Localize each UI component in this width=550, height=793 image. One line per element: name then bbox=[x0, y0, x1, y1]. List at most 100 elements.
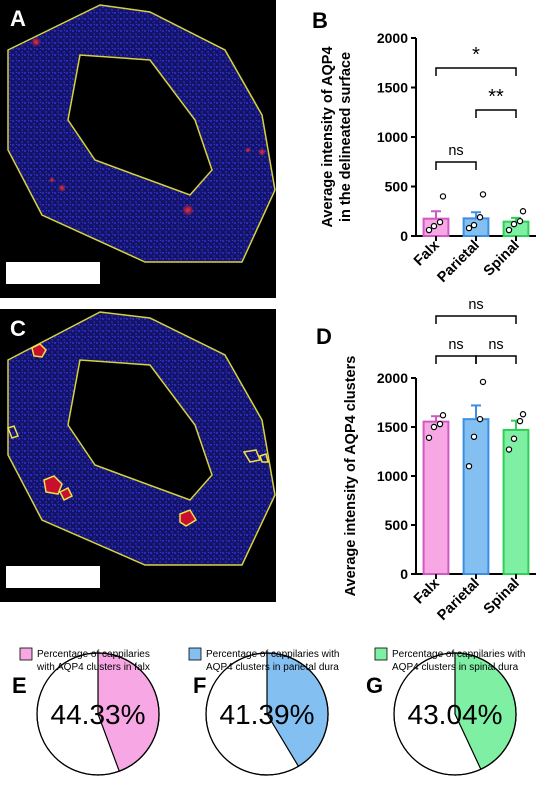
pie-value-label: 41.39% bbox=[220, 699, 315, 730]
data-point bbox=[510, 220, 518, 228]
data-point bbox=[430, 222, 438, 230]
data-point bbox=[476, 415, 484, 423]
cluster-outline bbox=[259, 453, 269, 463]
significance-bracket bbox=[435, 355, 477, 364]
legend-text: Percentage of cappilaries with bbox=[206, 649, 339, 660]
chart-b: 0 500 1000 1500 2000 Average intensity of AQP… bbox=[320, 30, 536, 286]
y-tick-label: 500 bbox=[385, 517, 409, 533]
significance-label: ns bbox=[448, 143, 463, 159]
data-point bbox=[510, 435, 518, 442]
x-tick-label: Spinal bbox=[481, 576, 523, 618]
data-point bbox=[425, 434, 433, 441]
data-point bbox=[516, 417, 524, 425]
significance-bracket bbox=[435, 67, 517, 76]
data-point bbox=[439, 412, 447, 419]
x-tick-label: Falx bbox=[411, 576, 443, 608]
legend-swatch bbox=[19, 647, 33, 661]
panel-letter-d: D bbox=[316, 324, 332, 349]
data-point bbox=[465, 463, 473, 470]
y-tick-label: 0 bbox=[400, 566, 408, 582]
legend-text: AQP4 clusters in parietal dura bbox=[206, 662, 339, 673]
data-point bbox=[465, 224, 473, 232]
significance-label: ns bbox=[468, 297, 483, 313]
data-point bbox=[505, 226, 513, 234]
significance-bracket bbox=[475, 355, 517, 364]
micrograph-a: A bbox=[0, 0, 276, 298]
significance-bracket bbox=[435, 161, 477, 170]
pie-f: 41.39% Percentage of cappilaries with AQP4… bbox=[188, 647, 339, 776]
y-tick-label: 500 bbox=[385, 179, 409, 195]
scale-bar-a bbox=[6, 262, 100, 284]
data-point bbox=[436, 218, 444, 226]
legend-text: Percentage of cappilaries with bbox=[392, 649, 525, 660]
y-axis-label: Average intensity of AQP4 bbox=[320, 46, 336, 227]
pie-e: 44.33% Percentage of cappilaries with AQP4… bbox=[19, 647, 160, 776]
data-point bbox=[436, 420, 444, 428]
y-tick-label: 2000 bbox=[377, 370, 408, 386]
panel-letter-e: E bbox=[12, 673, 27, 698]
panel-letter-b: B bbox=[312, 8, 328, 33]
significance-label: ** bbox=[488, 86, 504, 108]
legend-text: with AQP4 clusters in falx bbox=[36, 662, 150, 673]
pie-outline bbox=[205, 652, 329, 776]
pie-outline bbox=[393, 652, 517, 776]
y-tick-label: 1500 bbox=[377, 419, 408, 435]
data-point bbox=[505, 446, 513, 453]
red-spot bbox=[31, 37, 41, 47]
red-spot bbox=[58, 184, 66, 192]
data-point bbox=[479, 191, 487, 198]
data-point bbox=[519, 411, 527, 418]
data-point bbox=[479, 378, 487, 386]
x-tick-label: Parietal bbox=[434, 238, 482, 286]
panel-letter-a: A bbox=[10, 6, 26, 31]
data-point bbox=[519, 208, 527, 215]
data-point bbox=[516, 217, 524, 225]
red-spot bbox=[245, 147, 251, 153]
cluster-outline bbox=[31, 343, 47, 358]
y-tick-label: 1000 bbox=[377, 468, 408, 484]
data-point bbox=[430, 423, 438, 431]
outline-outer-c bbox=[7, 311, 276, 566]
legend-text: Percentage of cappilaries bbox=[37, 649, 150, 660]
legend-swatch bbox=[374, 647, 388, 661]
outline-outer-a bbox=[7, 4, 276, 263]
pie-outline bbox=[36, 652, 160, 776]
data-point bbox=[470, 221, 478, 229]
significance-label: ns bbox=[488, 337, 503, 353]
chart-d: 0 500 1000 1500 2000 Average intensity of AQP… bbox=[343, 297, 536, 624]
y-tick-label: 0 bbox=[400, 228, 408, 244]
tissue-ring-c bbox=[8, 312, 275, 565]
cluster-outline bbox=[242, 449, 262, 463]
panel-letter-g: G bbox=[366, 673, 383, 698]
outline-inner-c bbox=[67, 359, 213, 501]
x-tick-label: Parietal bbox=[434, 576, 482, 624]
significance-label: * bbox=[472, 44, 480, 66]
significance-bracket bbox=[475, 109, 517, 118]
y-tick-label: 2000 bbox=[377, 30, 408, 46]
pie-value-label: 44.33% bbox=[51, 699, 146, 730]
x-tick-label: Falx bbox=[411, 238, 443, 270]
data-point bbox=[476, 213, 484, 221]
red-spot bbox=[182, 204, 194, 216]
y-tick-label: 1500 bbox=[377, 80, 408, 96]
legend-text: AQP4 clusters in spinal dura bbox=[392, 662, 519, 673]
red-spot bbox=[49, 177, 55, 183]
y-tick-label: 1000 bbox=[377, 129, 408, 145]
data-point bbox=[425, 226, 433, 234]
panel-letter-f: F bbox=[193, 673, 206, 698]
cluster-outline bbox=[179, 509, 198, 527]
outline-inner-a bbox=[67, 54, 213, 196]
cluster-outline bbox=[58, 486, 74, 502]
red-spot bbox=[258, 148, 266, 156]
tissue-ring-a bbox=[8, 5, 275, 262]
significance-label: ns bbox=[448, 337, 463, 353]
significance-bracket bbox=[435, 315, 517, 324]
cluster-outline bbox=[43, 475, 63, 495]
panel-letter-c: C bbox=[10, 316, 26, 341]
x-tick-label: Spinal bbox=[481, 238, 523, 280]
cluster-outline bbox=[7, 425, 19, 439]
y-axis-label: in the delineated surface bbox=[338, 52, 354, 222]
data-point bbox=[470, 433, 478, 440]
pie-g: 43.04% Percentage of cappilaries with AQP4… bbox=[374, 647, 525, 776]
